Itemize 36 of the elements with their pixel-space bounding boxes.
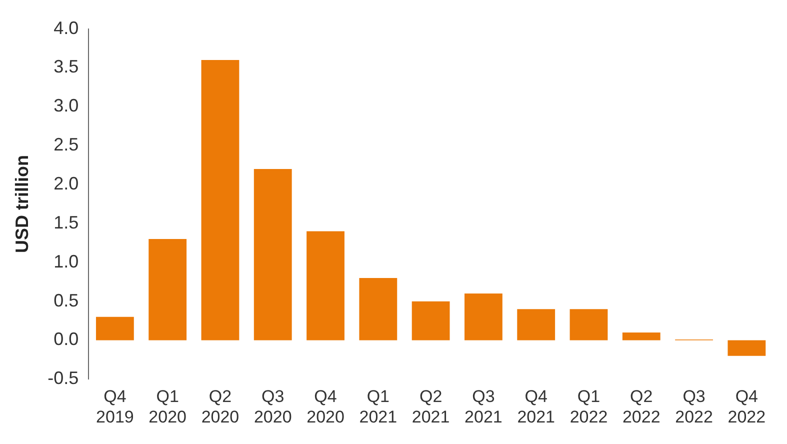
x-tick-label: Q3 2020 <box>254 387 292 426</box>
bar <box>254 168 292 340</box>
bar <box>306 231 344 340</box>
x-tick-label: Q2 2020 <box>201 387 240 426</box>
y-tick-label: 2.5 <box>54 134 79 155</box>
x-tick-label: Q1 2021 <box>359 387 398 426</box>
bar <box>464 294 502 340</box>
y-tick-label: -0.5 <box>48 368 79 388</box>
y-tick-label: 4.0 <box>54 18 79 38</box>
y-tick-label: 3.0 <box>54 96 79 116</box>
bar <box>148 239 187 340</box>
x-tick-label: Q3 2021 <box>464 387 502 426</box>
y-tick-label: 1.0 <box>54 251 79 272</box>
y-tick-label: 0.0 <box>54 329 79 350</box>
x-tick-label: Q1 2022 <box>570 387 608 426</box>
x-tick-label: Q3 2022 <box>675 387 713 426</box>
y-axis-title: USD trillion <box>12 155 32 253</box>
bar <box>201 60 240 340</box>
x-tick-label: Q4 2021 <box>517 387 556 426</box>
y-tick-label: 1.5 <box>54 212 79 232</box>
bar <box>412 301 450 340</box>
x-tick-label: Q2 2021 <box>412 387 450 426</box>
bar <box>96 316 134 340</box>
bar <box>728 340 766 356</box>
x-tick-label: Q4 2020 <box>306 387 344 426</box>
bar <box>570 309 608 340</box>
bar <box>517 309 556 340</box>
x-tick-label: Q1 2020 <box>148 387 186 426</box>
x-tick-label: Q4 2019 <box>96 387 134 426</box>
y-tick-label: 3.5 <box>54 56 79 77</box>
y-tick-label: 0.5 <box>54 290 79 310</box>
bar <box>622 332 660 340</box>
bar <box>359 278 398 340</box>
x-tick-label: Q4 2022 <box>728 387 766 426</box>
x-tick-label: Q2 2022 <box>622 387 660 426</box>
y-tick-label: 2.0 <box>54 174 79 194</box>
